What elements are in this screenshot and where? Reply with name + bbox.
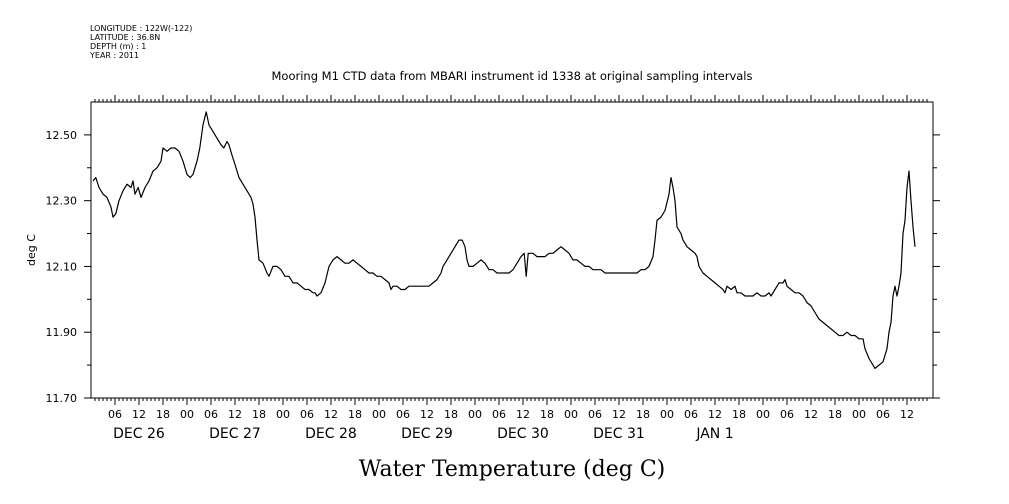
plot-frame	[90, 101, 934, 399]
meta-longitude: LONGITUDE : 122W(-122)	[90, 24, 192, 33]
x-tick-label: 18	[252, 408, 266, 421]
y-tick-label: 12.30	[46, 195, 78, 208]
x-day-label: DEC 30	[497, 426, 549, 442]
x-tick-label: 06	[300, 408, 314, 421]
x-tick-label: 00	[852, 408, 866, 421]
x-tick-label: 12	[900, 408, 914, 421]
series-layer	[92, 111, 916, 369]
y-tick-label: 12.50	[46, 129, 78, 142]
x-tick-label: 18	[444, 408, 458, 421]
x-tick-label: 18	[540, 408, 554, 421]
x-tick-label: 12	[132, 408, 146, 421]
y-tick-label: 11.70	[46, 392, 78, 405]
x-tick-label: 00	[276, 408, 290, 421]
x-tick-label: 06	[780, 408, 794, 421]
y-tick-label: 12.10	[46, 260, 78, 273]
y-axis-label: deg C	[25, 234, 38, 266]
meta-latitude: LATITUDE : 36.8N	[90, 33, 160, 42]
x-tick-label: 00	[468, 408, 482, 421]
x-tick-label: 00	[564, 408, 578, 421]
x-tick-label: 06	[684, 408, 698, 421]
x-tick-label: 12	[612, 408, 626, 421]
x-tick-label: 06	[876, 408, 890, 421]
x-day-label: DEC 27	[209, 426, 261, 442]
x-tick-label: 12	[516, 408, 530, 421]
y-tick-label: 11.90	[46, 326, 78, 339]
x-day-label: DEC 26	[113, 426, 165, 442]
x-tick-label: 00	[756, 408, 770, 421]
x-tick-label: 12	[804, 408, 818, 421]
x-tick-label: 00	[660, 408, 674, 421]
x-tick-label: 06	[108, 408, 122, 421]
x-day-label: DEC 29	[401, 426, 453, 442]
x-axis: 06 12 18 00 06 12 18 00 06 12 18 00 06 12 18 00 06 12 18 00…	[94, 95, 928, 442]
y-axis: 11.70 11.90 12.10 12.30 12.50	[46, 129, 940, 405]
x-tick-label: 18	[636, 408, 650, 421]
x-tick-label: 12	[324, 408, 338, 421]
meta-year: YEAR : 2011	[89, 51, 139, 60]
x-axis-label: Water Temperature (deg C)	[359, 457, 666, 482]
x-tick-label: 18	[828, 408, 842, 421]
x-tick-label: 12	[420, 408, 434, 421]
series-line	[92, 111, 916, 369]
meta-depth: DEPTH (m) : 1	[90, 42, 146, 51]
x-tick-label: 06	[396, 408, 410, 421]
x-tick-label: 06	[204, 408, 218, 421]
x-tick-label: 18	[732, 408, 746, 421]
x-tick-label: 18	[156, 408, 170, 421]
x-tick-label: 06	[588, 408, 602, 421]
x-tick-label: 00	[372, 408, 386, 421]
x-tick-label: 12	[228, 408, 242, 421]
x-day-label: DEC 28	[305, 426, 357, 442]
metadata-block: LONGITUDE : 122W(-122) LATITUDE : 36.8N …	[89, 24, 192, 60]
x-tick-label: 00	[180, 408, 194, 421]
x-tick-label: 06	[492, 408, 506, 421]
chart-title: Mooring M1 CTD data from MBARI instrumen…	[272, 69, 753, 83]
x-day-label: JAN 1	[695, 426, 733, 442]
x-day-label: DEC 31	[593, 426, 645, 442]
x-tick-label: 18	[348, 408, 362, 421]
x-tick-label: 12	[708, 408, 722, 421]
